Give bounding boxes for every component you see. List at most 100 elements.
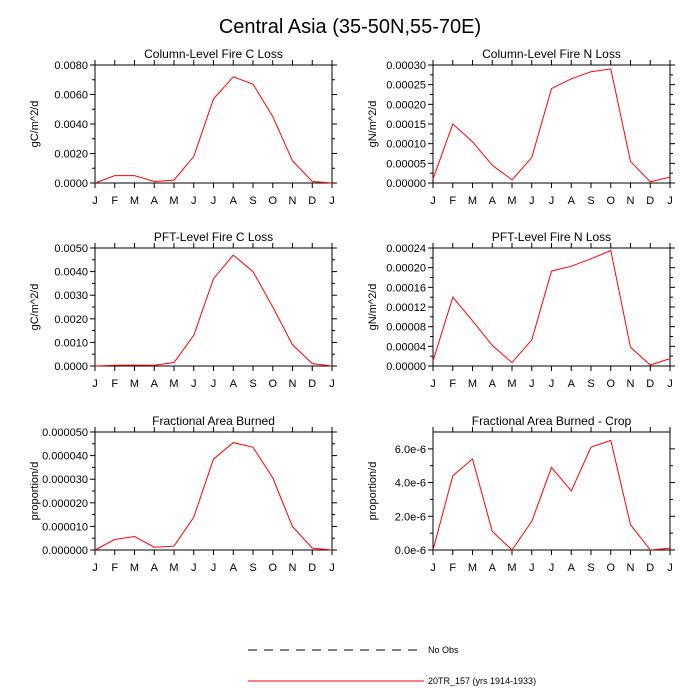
- x-tick-label: A: [151, 378, 159, 390]
- x-tick-label: J: [529, 562, 535, 574]
- y-tick-label: 0.0e-6: [395, 545, 426, 557]
- y-tick-label: 0.000030: [42, 474, 88, 486]
- x-tick-label: J: [92, 562, 98, 574]
- y-tick-label: 0.00012: [386, 302, 426, 314]
- x-tick-label: O: [268, 562, 277, 574]
- y-tick-label: 0.00004: [386, 341, 426, 353]
- x-tick-label: F: [111, 195, 118, 207]
- x-tick-label: S: [249, 562, 256, 574]
- x-tick-label: J: [529, 378, 535, 390]
- x-tick-label: D: [646, 562, 654, 574]
- y-tick-label: 0.00020: [386, 263, 426, 275]
- x-tick-label: M: [130, 195, 139, 207]
- y-tick-label: 0.000040: [42, 451, 88, 463]
- x-tick-label: O: [606, 195, 615, 207]
- y-tick-label: 0.0050: [54, 243, 88, 255]
- x-tick-label: N: [627, 562, 635, 574]
- x-tick-label: J: [191, 195, 197, 207]
- x-tick-label: A: [230, 378, 238, 390]
- x-tick-label: J: [549, 562, 555, 574]
- x-tick-label: M: [169, 562, 178, 574]
- plot-frame: [432, 247, 671, 367]
- x-tick-label: S: [587, 195, 594, 207]
- y-tick-label: 0.00024: [386, 243, 426, 255]
- x-tick-label: A: [568, 378, 576, 390]
- x-tick-label: J: [430, 195, 436, 207]
- y-tick-label: 0.00010: [386, 139, 426, 151]
- x-tick-label: J: [211, 378, 217, 390]
- y-tick-label: 0.0040: [54, 267, 88, 279]
- x-tick-label: J: [211, 195, 217, 207]
- x-tick-label: J: [549, 378, 555, 390]
- series-line: [432, 439, 671, 551]
- series-line: [432, 68, 671, 183]
- x-tick-label: F: [111, 562, 118, 574]
- y-tick-label: 0.0020: [54, 314, 88, 326]
- y-tick-label: 0.0000: [54, 178, 88, 190]
- legend-label-no-obs: No Obs: [428, 645, 459, 655]
- x-tick-label: J: [191, 562, 197, 574]
- series-line: [94, 254, 333, 367]
- x-tick-label: M: [468, 562, 477, 574]
- y-tick-label: 0.00008: [386, 322, 426, 334]
- chart-title: PFT-Level Fire N Loss: [492, 230, 611, 244]
- y-tick-label: 0.00000: [386, 178, 426, 190]
- x-tick-label: M: [468, 378, 477, 390]
- x-tick-label: J: [92, 378, 98, 390]
- x-tick-label: D: [646, 195, 654, 207]
- x-tick-label: A: [151, 562, 159, 574]
- x-tick-label: O: [606, 562, 615, 574]
- x-tick-label: S: [587, 562, 594, 574]
- series-line: [94, 442, 333, 551]
- y-tick-label: 0.0010: [54, 337, 88, 349]
- x-tick-label: D: [308, 562, 316, 574]
- x-tick-label: F: [111, 378, 118, 390]
- x-tick-label: D: [308, 195, 316, 207]
- x-tick-label: M: [468, 195, 477, 207]
- x-tick-label: M: [130, 378, 139, 390]
- chart-title: Column-Level Fire C Loss: [144, 47, 283, 61]
- x-tick-label: A: [489, 378, 497, 390]
- x-tick-label: N: [627, 378, 635, 390]
- x-tick-label: A: [230, 195, 238, 207]
- x-tick-label: J: [329, 378, 335, 390]
- y-tick-label: 0.0020: [54, 149, 88, 161]
- x-tick-label: D: [308, 378, 316, 390]
- x-tick-label: A: [230, 562, 238, 574]
- legend-label-20tr-157: 20TR_157 (yrs 1914-1933): [428, 676, 536, 686]
- x-tick-label: S: [587, 378, 594, 390]
- x-tick-label: A: [489, 562, 497, 574]
- y-tick-label: 6.0e-6: [395, 444, 426, 456]
- x-tick-label: J: [211, 562, 217, 574]
- x-tick-label: J: [329, 562, 335, 574]
- chart-title: Column-Level Fire N Loss: [482, 47, 621, 61]
- x-tick-label: F: [449, 378, 456, 390]
- plot-frame: [432, 431, 671, 551]
- x-tick-label: J: [430, 378, 436, 390]
- legend: No Obs 20TR_157 (yrs 1914-1933): [248, 645, 536, 686]
- plot-frame: [94, 431, 333, 551]
- x-tick-label: A: [489, 195, 497, 207]
- y-axis-label: gN/m^2/d: [367, 101, 379, 148]
- figure-title: Central Asia (35-50N,55-70E): [219, 16, 481, 38]
- y-tick-label: 0.00025: [386, 80, 426, 92]
- x-tick-label: J: [667, 562, 673, 574]
- x-tick-label: M: [130, 562, 139, 574]
- x-tick-label: N: [289, 195, 297, 207]
- x-tick-label: M: [169, 195, 178, 207]
- x-tick-label: S: [249, 195, 256, 207]
- x-tick-label: M: [507, 378, 516, 390]
- x-tick-label: J: [667, 378, 673, 390]
- x-tick-label: J: [92, 195, 98, 207]
- x-tick-label: N: [289, 562, 297, 574]
- x-tick-label: J: [329, 195, 335, 207]
- x-tick-label: J: [529, 195, 535, 207]
- x-tick-label: O: [268, 378, 277, 390]
- y-axis-label: gC/m^2/d: [29, 101, 41, 148]
